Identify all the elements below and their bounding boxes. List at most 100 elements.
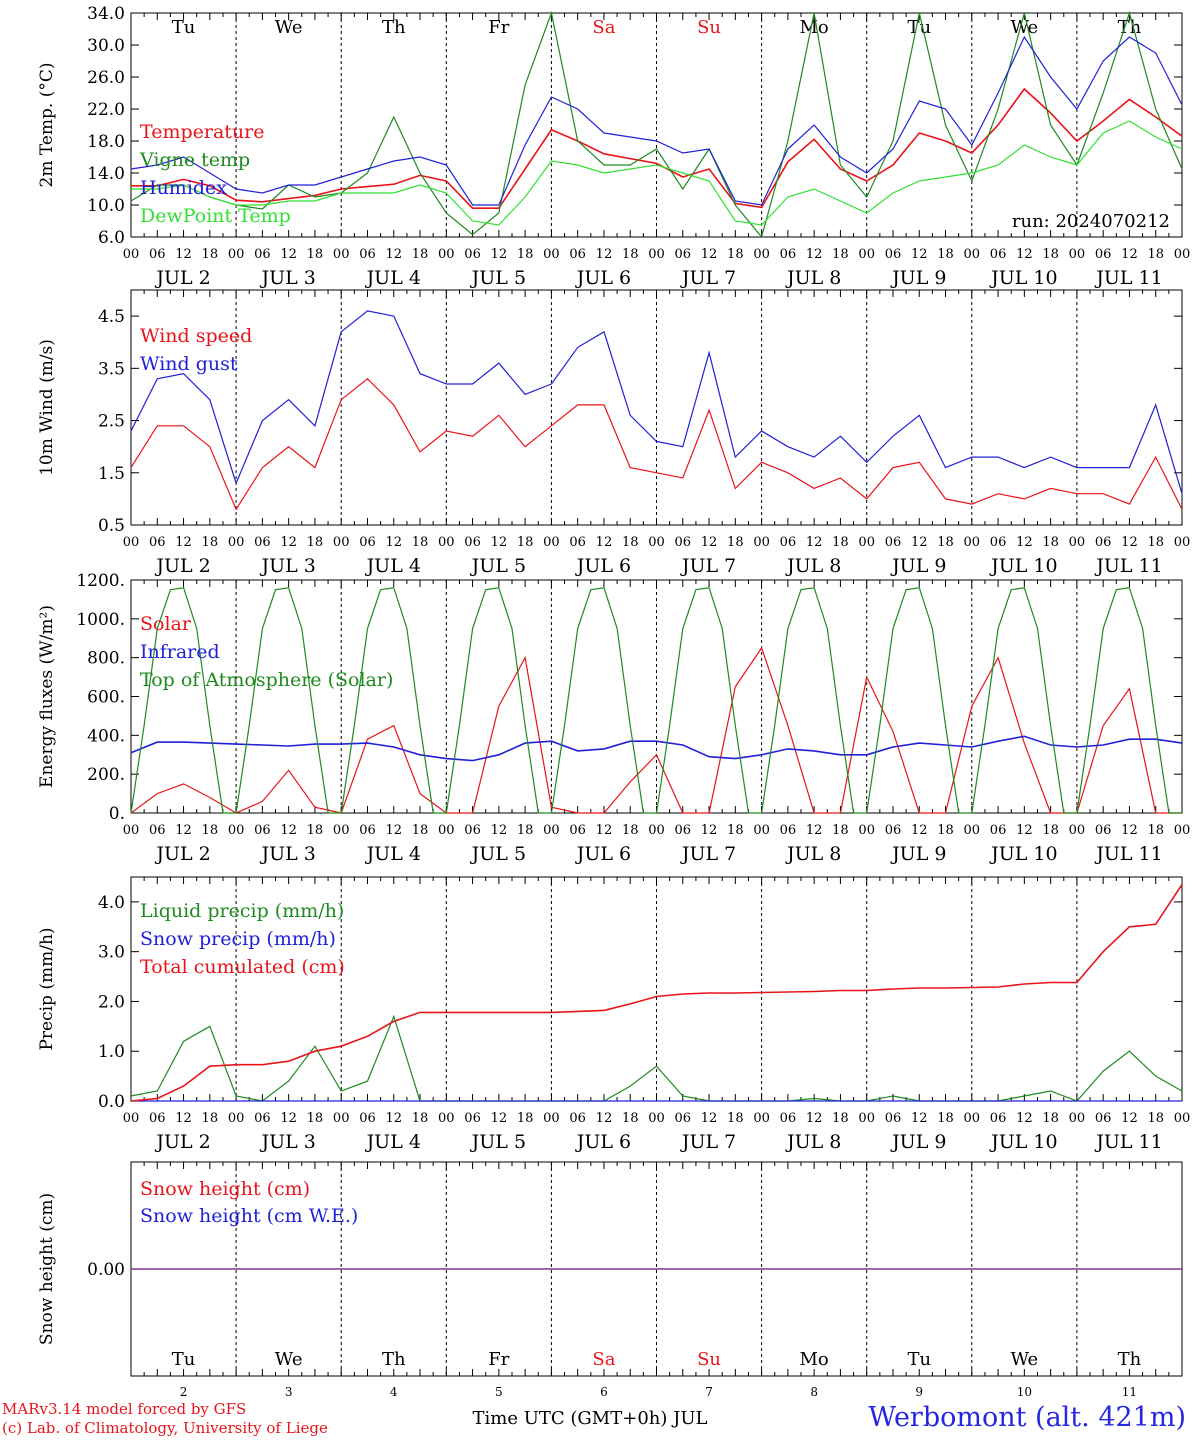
date-label: JUL 9	[890, 267, 946, 289]
hour-tick-label: 00	[123, 247, 140, 262]
date-label: JUL 7	[680, 1131, 736, 1153]
hour-tick-label: 06	[675, 1111, 692, 1126]
hour-tick-label: 12	[911, 247, 928, 262]
date-label: JUL 7	[680, 267, 736, 289]
hour-tick-label: 18	[412, 1111, 429, 1126]
hour-tick-label: 12	[1016, 1111, 1033, 1126]
hour-tick-label: 18	[832, 1111, 849, 1126]
hour-tick-label: 12	[596, 535, 613, 550]
hour-tick-label: 06	[149, 247, 166, 262]
hour-tick-label: 18	[307, 247, 324, 262]
hour-tick-label: 12	[280, 535, 297, 550]
hour-tick-label: 06	[254, 823, 271, 838]
hour-tick-label: 18	[202, 247, 219, 262]
weekday-label: Su	[697, 17, 721, 38]
y-tick-label: 600.	[87, 688, 125, 708]
weekday-label: Th	[382, 17, 406, 38]
hour-tick-label: 06	[569, 247, 586, 262]
hour-tick-label: 18	[517, 823, 534, 838]
hour-tick-label: 00	[858, 535, 875, 550]
hour-tick-label: 06	[149, 1111, 166, 1126]
weekday-label: Fr	[488, 1349, 509, 1370]
hour-tick-label: 00	[964, 247, 981, 262]
weekday-label: Tu	[172, 1349, 196, 1370]
run-annotation: run: 2024070212	[1012, 211, 1170, 232]
y-axis-label: 10m Wind (m/s)	[37, 339, 57, 476]
hour-tick-label: 18	[202, 535, 219, 550]
y-tick-label: 10.0	[87, 196, 125, 216]
date-label: JUL 2	[154, 555, 210, 577]
hour-tick-label: 06	[780, 823, 797, 838]
plot-frame	[130, 12, 1183, 238]
hour-tick-label: 06	[254, 1111, 271, 1126]
hour-tick-label: 18	[832, 823, 849, 838]
hour-tick-label: 06	[780, 535, 797, 550]
hour-tick-label: 12	[806, 247, 823, 262]
date-label: JUL 11	[1094, 267, 1162, 289]
hour-tick-label: 18	[727, 1111, 744, 1126]
series-line-solar	[130, 646, 1182, 814]
hour-tick-label: 12	[491, 535, 508, 550]
date-label: JUL 11	[1094, 555, 1162, 577]
weekday-label: We	[275, 1349, 303, 1370]
hour-tick-label: 00	[333, 247, 350, 262]
hour-tick-label: 12	[701, 247, 718, 262]
panel-temp: 6.0 10.0 14.0 18.0 22.0 26.0 30.0 34.0 2m Temp. …	[37, 4, 1190, 289]
hour-tick-label: 00	[1069, 1111, 1086, 1126]
y-tick-label: 0.00	[87, 1260, 125, 1280]
hour-tick-label: 06	[569, 535, 586, 550]
hour-tick-label: 12	[385, 1111, 402, 1126]
hour-tick-label: 18	[937, 535, 954, 550]
hour-tick-label: 12	[701, 535, 718, 550]
hour-tick-label: 06	[359, 1111, 376, 1126]
hour-tick-label: 00	[753, 247, 770, 262]
date-label: JUL 6	[575, 555, 631, 577]
date-label: JUL 3	[259, 555, 315, 577]
weekday-label: Mo	[800, 1349, 829, 1370]
hour-tick-label: 18	[517, 1111, 534, 1126]
hour-tick-label: 00	[1174, 1111, 1191, 1126]
y-tick-label: 200.	[87, 765, 125, 785]
y-tick-label: 400.	[87, 726, 125, 746]
hour-tick-label: 18	[727, 247, 744, 262]
legend-entry: Top of Atmosphere (Solar)	[140, 669, 393, 691]
hour-tick-label: 12	[806, 535, 823, 550]
hour-tick-label: 18	[832, 535, 849, 550]
y-tick-label: 30.0	[87, 36, 125, 56]
date-label: JUL 6	[575, 843, 631, 865]
hour-tick-label: 18	[202, 823, 219, 838]
hour-tick-label: 00	[1174, 823, 1191, 838]
hour-tick-label: 06	[1095, 535, 1112, 550]
hour-tick-label: 12	[280, 247, 297, 262]
hour-tick-label: 18	[412, 823, 429, 838]
hour-tick-label: 12	[701, 823, 718, 838]
hour-tick-label: 12	[1121, 535, 1138, 550]
legend-entry: Vigne temp	[139, 149, 250, 171]
legend-entry: DewPoint Temp	[140, 205, 291, 227]
weekday-label: Tu	[907, 17, 931, 38]
hour-tick-label: 06	[1095, 823, 1112, 838]
date-label: JUL 6	[575, 267, 631, 289]
series-line-temperature	[131, 87, 1183, 209]
hour-tick-label: 00	[228, 1111, 245, 1126]
hour-tick-label: 18	[622, 535, 639, 550]
date-label: JUL 2	[154, 1131, 210, 1153]
model-credit: MARv3.14 model forced by GFS	[2, 1400, 247, 1418]
hour-tick-label: 06	[675, 823, 692, 838]
hour-tick-label: 00	[648, 1111, 665, 1126]
date-label: JUL 4	[365, 843, 421, 865]
hour-tick-label: 06	[359, 823, 376, 838]
date-label: JUL 5	[470, 1131, 526, 1153]
hour-tick-label: 00	[753, 1111, 770, 1126]
hour-tick-label: 12	[1121, 823, 1138, 838]
hour-tick-label: 18	[622, 1111, 639, 1126]
hour-tick-label: 06	[1095, 247, 1112, 262]
hour-tick-label: 12	[911, 1111, 928, 1126]
series-line-vigne-temp	[130, 10, 1183, 239]
hour-tick-label: 06	[885, 823, 902, 838]
hour-tick-label: 00	[858, 823, 875, 838]
y-axis-label: Precip (mm/h)	[37, 927, 57, 1050]
hour-tick-label: 12	[1016, 535, 1033, 550]
hour-tick-label: 06	[885, 247, 902, 262]
hour-tick-label: 06	[675, 535, 692, 550]
